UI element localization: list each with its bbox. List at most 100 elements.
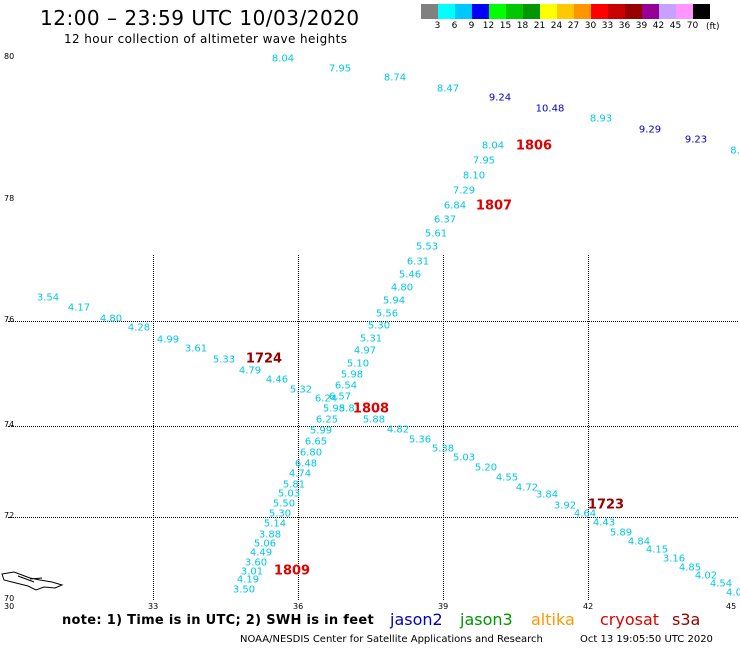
legend-swatch	[506, 4, 523, 19]
gridline-lat-76	[8, 321, 738, 322]
lon-label-36: 36	[293, 602, 304, 611]
coastline-shape	[1, 571, 64, 591]
wave-height-label: 4.19	[236, 574, 260, 586]
pass-time-label: 1724	[245, 351, 283, 367]
legend-swatch-label: 70	[686, 21, 699, 31]
wave-height-label: 9.24	[488, 92, 512, 104]
wave-height-label: 5.53	[415, 241, 439, 253]
legend-swatches	[421, 4, 710, 19]
legend-swatch-label: 30	[584, 21, 597, 31]
wave-height-label: 5.99	[309, 425, 333, 437]
wave-height-label: 5.38	[431, 443, 455, 455]
wave-height-label: 4.17	[67, 302, 91, 314]
pass-time-label: 1806	[515, 138, 553, 154]
mission-altika: altika	[531, 610, 575, 629]
mission-jason3: jason3	[460, 610, 513, 629]
wave-height-label: 5.10	[346, 358, 370, 370]
legend-swatch-label: 36	[618, 21, 631, 31]
wave-height-label: 6.80	[299, 447, 323, 459]
legend-swatch-label: 39	[635, 21, 648, 31]
wave-height-label: 4.49	[249, 547, 273, 559]
wave-height-label: 5.32	[289, 384, 313, 396]
legend-swatch	[659, 4, 676, 19]
wave-height-label: 9.23	[684, 134, 708, 146]
gridline-lon-39	[443, 255, 444, 600]
legend-swatch	[608, 4, 625, 19]
wave-height-label: 4.64	[573, 508, 597, 520]
wave-height-label: 5.81	[338, 403, 362, 415]
wave-height-label: 4.72	[515, 482, 539, 494]
legend-swatch	[591, 4, 608, 19]
wave-height-label: 9.29	[638, 124, 662, 136]
mission-jason2: jason2	[390, 610, 443, 629]
wave-height-label: 5.36	[408, 434, 432, 446]
legend-swatch	[489, 4, 506, 19]
footer-credit: NOAA/NESDIS Center for Satellite Applica…	[240, 634, 543, 645]
legend-swatch	[472, 4, 489, 19]
lat-label-72: 72	[4, 511, 15, 520]
gridline-lon-36	[298, 255, 299, 600]
gridline-lon-33	[153, 255, 154, 600]
wave-height-label: 4.82	[386, 424, 410, 436]
legend-swatch-label: 15	[499, 21, 512, 31]
wave-height-label: 5.98	[322, 403, 346, 415]
wave-height-label: 5.81	[282, 479, 306, 491]
wave-height-label: 4.43	[592, 517, 616, 529]
mission-cryosat: cryosat	[600, 610, 660, 629]
lon-label-33: 33	[148, 602, 159, 611]
wave-height-label: 5.50	[272, 498, 296, 510]
footer-timestamp: Oct 13 19:05:50 UTC 2020	[580, 634, 713, 645]
wave-height-label: 4.99	[156, 334, 180, 346]
wave-height-label: 5.94	[382, 295, 406, 307]
legend-swatch-label: 33	[601, 21, 614, 31]
wave-height-label: 5.20	[474, 462, 498, 474]
wave-height-label: 8.04	[271, 53, 295, 65]
wave-height-label: 4.15	[645, 544, 669, 556]
wave-height-label: 4.80	[390, 282, 414, 294]
legend-swatch	[455, 4, 472, 19]
wave-height-label: 4.28	[127, 322, 151, 334]
legend-swatch-label: 21	[533, 21, 546, 31]
legend-swatch-label: 18	[516, 21, 529, 31]
pass-time-label: 1808	[352, 401, 390, 417]
wave-height-label: 8.93	[589, 113, 613, 125]
wave-height-label: 8.74	[383, 72, 407, 84]
wave-height-label: 3.01	[240, 566, 264, 578]
legend-swatch-label: 27	[567, 21, 580, 31]
wave-height-label: 4.54	[709, 578, 733, 590]
wave-height-label: 3.92	[553, 500, 577, 512]
wave-height-label: 6.48	[294, 458, 318, 470]
wave-height-label: 8.04	[481, 140, 505, 152]
wave-height-label: 7.95	[328, 63, 352, 75]
mission-s3a: s3a	[672, 610, 701, 629]
wave-height-label: 6.54	[334, 380, 358, 392]
lat-label-76: 76	[4, 315, 15, 324]
legend-swatch-label: 42	[652, 21, 665, 31]
wave-height-label: 4.97	[353, 345, 377, 357]
legend-swatch	[557, 4, 574, 19]
wave-height-label: 4.55	[495, 472, 519, 484]
wave-height-label: 6.37	[433, 214, 457, 226]
wave-height-label: 3.60	[244, 557, 268, 569]
legend-labels: 3 6 9 12 15 18 21 24 27 30 33 36 39 42 45 70	[421, 19, 710, 33]
lat-label-74: 74	[4, 420, 15, 429]
wave-height-label: 7.29	[452, 185, 476, 197]
wave-height-label: 4.80	[99, 313, 123, 325]
legend-swatch	[693, 4, 710, 19]
wave-height-label: 8.10	[462, 170, 486, 182]
legend-swatch	[574, 4, 591, 19]
legend-swatch	[642, 4, 659, 19]
wave-height-label: 3.54	[36, 292, 60, 304]
wave-height-label: 5.56	[375, 308, 399, 320]
legend-swatch	[523, 4, 540, 19]
wave-height-label: 3.50	[232, 584, 256, 596]
legend-swatch-label: 6	[451, 21, 458, 31]
lon-label-39: 39	[438, 602, 449, 611]
map-title: 12:00 – 23:59 UTC 10/03/2020	[40, 6, 360, 30]
legend-swatch-label: 3	[434, 21, 441, 31]
legend-swatch	[438, 4, 455, 19]
wave-height-label: 7.95	[472, 155, 496, 167]
map-subtitle: 12 hour collection of altimeter wave hei…	[64, 32, 348, 46]
wave-height-label: 4.0	[726, 587, 740, 599]
gridline-lat-74	[8, 426, 738, 427]
